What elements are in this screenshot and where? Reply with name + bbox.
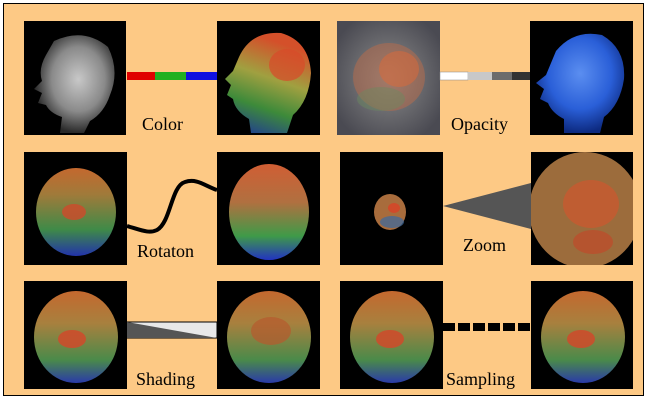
low-sampling-head-image [340, 281, 443, 389]
sampling-dashed-bar [443, 323, 530, 331]
blue-opacity-head-image [530, 21, 633, 135]
color-transfer-bar [127, 72, 217, 80]
noisy-opacity-head-image [337, 21, 440, 135]
high-sampling-head-image [531, 281, 633, 389]
zoom-label: Zoom [463, 235, 506, 255]
sampling-label: Sampling [446, 369, 516, 389]
flat-shaded-head-image [24, 281, 127, 389]
color-mapped-head-image [217, 21, 320, 135]
head-back-view-image [217, 152, 320, 265]
opacity-transfer-bar [439, 71, 530, 81]
shading-wedge [126, 321, 218, 339]
grayscale-head-image [24, 21, 126, 135]
opacity-label: Opacity [451, 114, 508, 134]
large-zoom-head-image [531, 152, 633, 265]
rotation-label: Rotaton [137, 241, 194, 261]
small-zoom-head-image [340, 152, 443, 265]
rotation-curve [126, 179, 218, 234]
zoom-wedge [443, 183, 531, 229]
color-label: Color [142, 114, 184, 134]
head-front-view-image [24, 152, 127, 265]
smooth-shaded-head-image [217, 281, 320, 389]
shading-label: Shading [136, 369, 196, 389]
